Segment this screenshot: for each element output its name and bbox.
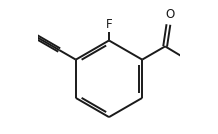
Text: O: O <box>165 8 175 21</box>
Text: F: F <box>106 18 112 31</box>
